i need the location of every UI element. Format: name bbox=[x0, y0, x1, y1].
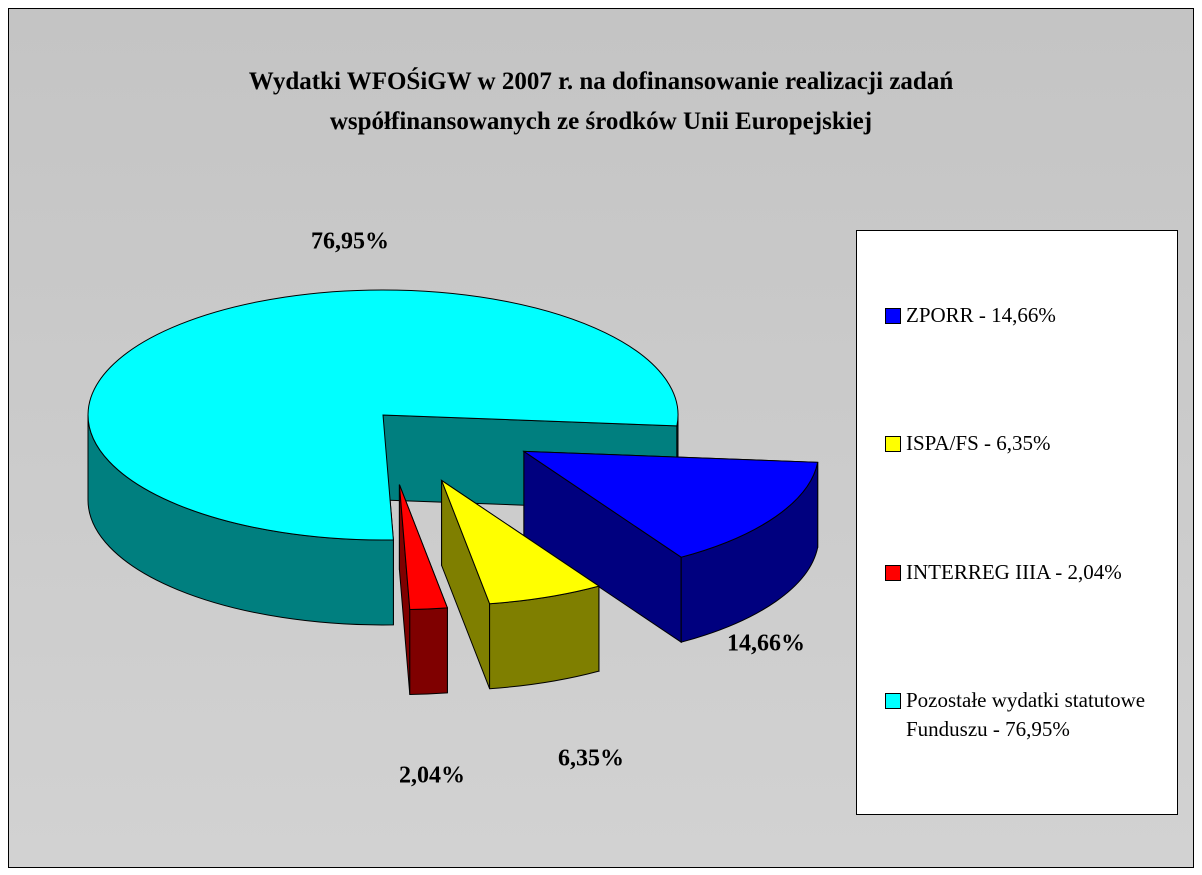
legend-label: INTERREG IIIA - 2,04% bbox=[906, 559, 1122, 584]
chart-title-wrap: Wydatki WFOŚiGW w 2007 r. na dofinansowa… bbox=[0, 62, 1202, 142]
legend-label: ZPORR - 14,66% bbox=[906, 302, 1056, 327]
legend-swatch bbox=[885, 307, 901, 324]
data-label: 14,66% bbox=[727, 631, 805, 657]
slice-side bbox=[409, 607, 448, 696]
legend-swatch bbox=[885, 693, 901, 710]
data-label: 2,04% bbox=[399, 763, 465, 789]
legend-swatch bbox=[885, 564, 901, 581]
legend: ZPORR - 14,66% ISPA/FS - 6,35% INTERREG II… bbox=[856, 230, 1178, 815]
slice-top bbox=[522, 450, 819, 558]
legend-swatch bbox=[885, 436, 901, 453]
legend-label: Pozostałe wydatki statutowe Funduszu - 7… bbox=[906, 688, 1146, 742]
slice-top bbox=[398, 484, 449, 611]
slice-top bbox=[87, 289, 679, 541]
data-label: 6,35% bbox=[558, 746, 624, 772]
slice-top bbox=[440, 479, 601, 605]
legend-item: ZPORR - 14,66% bbox=[885, 301, 1177, 330]
legend-item: Pozostałe wydatki statutowe Funduszu - 7… bbox=[885, 686, 1177, 744]
chart-title: Wydatki WFOŚiGW w 2007 r. na dofinansowa… bbox=[248, 68, 954, 135]
data-label: 76,95% bbox=[311, 229, 389, 255]
legend-item: INTERREG IIIA - 2,04% bbox=[885, 558, 1177, 587]
legend-label: ISPA/FS - 6,35% bbox=[906, 431, 1051, 456]
legend-item: ISPA/FS - 6,35% bbox=[885, 429, 1177, 458]
